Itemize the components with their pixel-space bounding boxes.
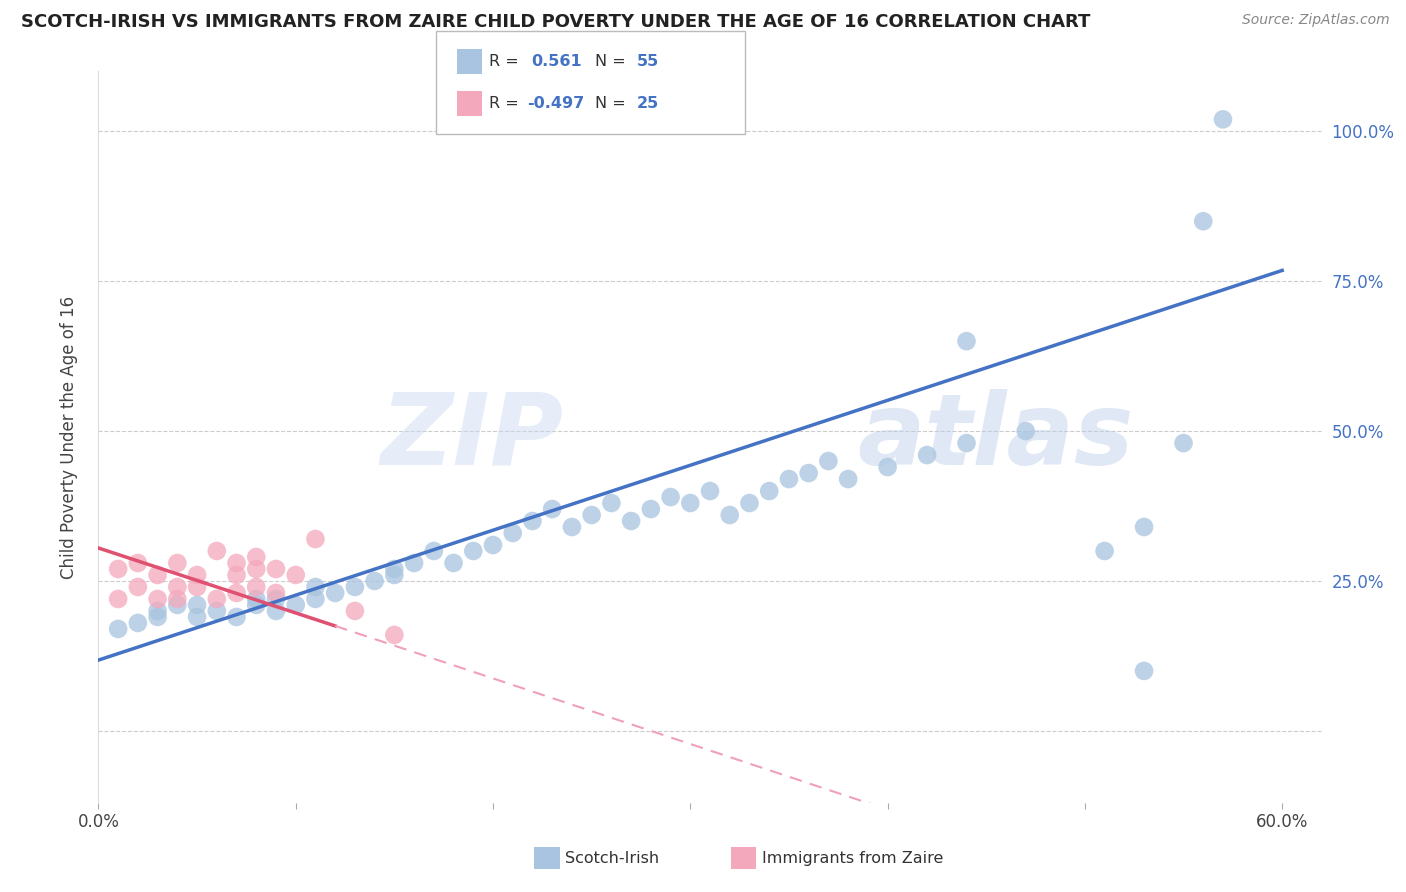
Point — [245, 562, 267, 576]
Point — [778, 472, 800, 486]
Point — [284, 568, 307, 582]
Point — [443, 556, 465, 570]
Point — [107, 622, 129, 636]
Point — [323, 586, 346, 600]
Point — [1173, 436, 1195, 450]
Text: atlas: atlas — [856, 389, 1133, 485]
Point — [837, 472, 859, 486]
Point — [915, 448, 938, 462]
Point — [404, 556, 426, 570]
Text: Scotch-Irish: Scotch-Irish — [565, 851, 659, 865]
Point — [482, 538, 505, 552]
Point — [1133, 664, 1156, 678]
Point — [423, 544, 446, 558]
Point — [1192, 214, 1215, 228]
Point — [107, 562, 129, 576]
Point — [264, 591, 287, 606]
Point — [679, 496, 702, 510]
Point — [640, 502, 662, 516]
Point — [955, 436, 977, 450]
Point — [107, 591, 129, 606]
Point — [284, 598, 307, 612]
Text: 0.561: 0.561 — [531, 54, 582, 69]
Point — [264, 562, 287, 576]
Point — [225, 556, 247, 570]
Point — [699, 483, 721, 498]
Point — [1212, 112, 1234, 127]
Point — [245, 580, 267, 594]
Point — [127, 615, 149, 630]
Text: R =: R = — [489, 54, 524, 69]
Point — [245, 598, 267, 612]
Point — [304, 580, 326, 594]
Point — [166, 591, 188, 606]
Text: N =: N = — [595, 54, 631, 69]
Point — [264, 604, 287, 618]
Point — [382, 628, 405, 642]
Point — [146, 591, 169, 606]
Point — [186, 580, 208, 594]
Point — [245, 591, 267, 606]
Point — [166, 580, 188, 594]
Point — [225, 610, 247, 624]
Point — [205, 591, 228, 606]
Point — [146, 604, 169, 618]
Point — [264, 586, 287, 600]
Point — [659, 490, 682, 504]
Point — [541, 502, 564, 516]
Text: R =: R = — [489, 96, 524, 111]
Point — [382, 568, 405, 582]
Point — [225, 586, 247, 600]
Point — [304, 591, 326, 606]
Point — [186, 610, 208, 624]
Point — [186, 598, 208, 612]
Point — [205, 604, 228, 618]
Y-axis label: Child Poverty Under the Age of 16: Child Poverty Under the Age of 16 — [59, 295, 77, 579]
Point — [225, 568, 247, 582]
Point — [127, 556, 149, 570]
Point — [502, 526, 524, 541]
Point — [245, 549, 267, 564]
Point — [343, 580, 366, 594]
Point — [304, 532, 326, 546]
Text: 55: 55 — [637, 54, 659, 69]
Text: -0.497: -0.497 — [527, 96, 585, 111]
Point — [363, 574, 385, 588]
Point — [1015, 424, 1038, 438]
Point — [758, 483, 780, 498]
Point — [146, 568, 169, 582]
Point — [382, 562, 405, 576]
Text: Immigrants from Zaire: Immigrants from Zaire — [762, 851, 943, 865]
Text: N =: N = — [595, 96, 631, 111]
Point — [205, 544, 228, 558]
Point — [522, 514, 544, 528]
Point — [186, 568, 208, 582]
Text: 25: 25 — [637, 96, 659, 111]
Point — [600, 496, 623, 510]
Point — [817, 454, 839, 468]
Point — [343, 604, 366, 618]
Point — [127, 580, 149, 594]
Point — [1094, 544, 1116, 558]
Point — [463, 544, 485, 558]
Point — [797, 466, 820, 480]
Point — [620, 514, 643, 528]
Point — [561, 520, 583, 534]
Text: ZIP: ZIP — [380, 389, 564, 485]
Text: Source: ZipAtlas.com: Source: ZipAtlas.com — [1241, 13, 1389, 28]
Point — [876, 460, 898, 475]
Point — [166, 598, 188, 612]
Point — [738, 496, 761, 510]
Point — [955, 334, 977, 348]
Point — [581, 508, 603, 522]
Point — [146, 610, 169, 624]
Text: SCOTCH-IRISH VS IMMIGRANTS FROM ZAIRE CHILD POVERTY UNDER THE AGE OF 16 CORRELAT: SCOTCH-IRISH VS IMMIGRANTS FROM ZAIRE CH… — [21, 13, 1091, 31]
Point — [166, 556, 188, 570]
Point — [718, 508, 741, 522]
Point — [1133, 520, 1156, 534]
